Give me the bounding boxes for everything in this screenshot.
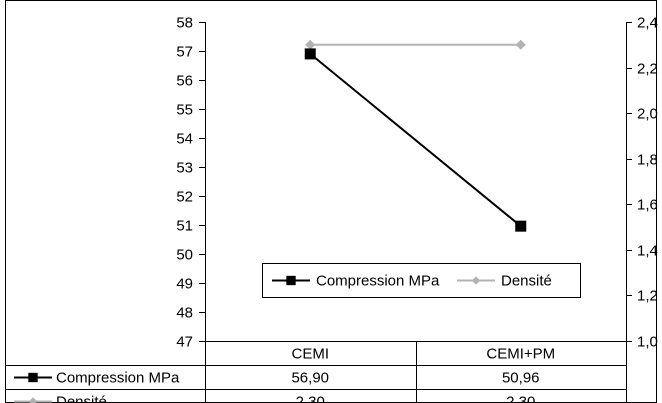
legend: Compression MPa Densité	[262, 263, 581, 298]
category-label-cemi: CEMI	[292, 346, 330, 363]
right-axis-tick-label: 2,0	[637, 106, 658, 123]
left-axis-tick-label: 53	[176, 160, 193, 177]
right-axis-tick-label: 2,4	[637, 15, 658, 32]
category-label-cemi-pm: CEMI+PM	[486, 346, 555, 363]
right-axis-tick-label: 1,8	[637, 152, 658, 169]
left-axis-tick-label: 51	[176, 218, 193, 235]
legend-marker-compression-mpa	[286, 275, 296, 286]
right-axis-tick-label: 1,4	[637, 243, 658, 260]
table-key-marker-compression-mpa	[28, 372, 38, 383]
table-row-label-compression-mpa: Compression MPa	[56, 370, 180, 387]
right-axis-tick-label: 1,6	[637, 197, 658, 214]
right-axis-tick-label: 1,0	[637, 334, 658, 351]
data-point-densite	[515, 39, 526, 50]
table-value-compression-mpa: 50,96	[502, 370, 540, 387]
table-key-marker-densite	[28, 397, 38, 403]
left-axis-tick-label: 56	[176, 73, 193, 90]
table-row-label-densite: Densité	[56, 394, 107, 403]
table-value-compression-mpa: 56,90	[291, 370, 329, 387]
data-point-densite	[305, 39, 316, 50]
left-axis-tick-label: 52	[176, 189, 193, 206]
left-axis-tick-label: 57	[176, 44, 193, 61]
right-axis-tick-label: 1,2	[637, 288, 658, 305]
legend-marker-densite	[471, 276, 481, 285]
legend-box	[262, 263, 581, 298]
left-axis-tick-label: 48	[176, 305, 193, 322]
table-value-densite: 2,30	[506, 394, 535, 403]
data-point-compression-mpa	[515, 220, 527, 232]
left-axis-tick-label: 49	[176, 276, 193, 293]
legend-label-densite: Densité	[501, 273, 552, 290]
left-axis-tick-label: 50	[176, 247, 193, 264]
right-axis-tick-label: 2,2	[637, 61, 658, 78]
series-layer	[304, 39, 527, 232]
data-table: CEMI CEMI+PM Compression MPa 56,90 50,96 Dens…	[5, 341, 627, 403]
data-point-compression-mpa	[304, 48, 316, 60]
left-axis-tick-label: 47	[176, 334, 193, 351]
series-line-compression-mpa	[309, 53, 522, 227]
left-axis-tick-label: 54	[176, 131, 193, 148]
legend-label-compression-mpa: Compression MPa	[316, 273, 440, 290]
axes: 47 48 49 50 51 52 53 54 55 56 57 58 1,0 1,2 1,4 1,6 1,8 2…	[176, 15, 658, 351]
left-axis-tick-label: 55	[176, 102, 193, 119]
chart-border	[5, 0, 657, 403]
table-value-densite: 2,30	[296, 394, 325, 403]
left-axis-tick-label: 58	[176, 15, 193, 32]
